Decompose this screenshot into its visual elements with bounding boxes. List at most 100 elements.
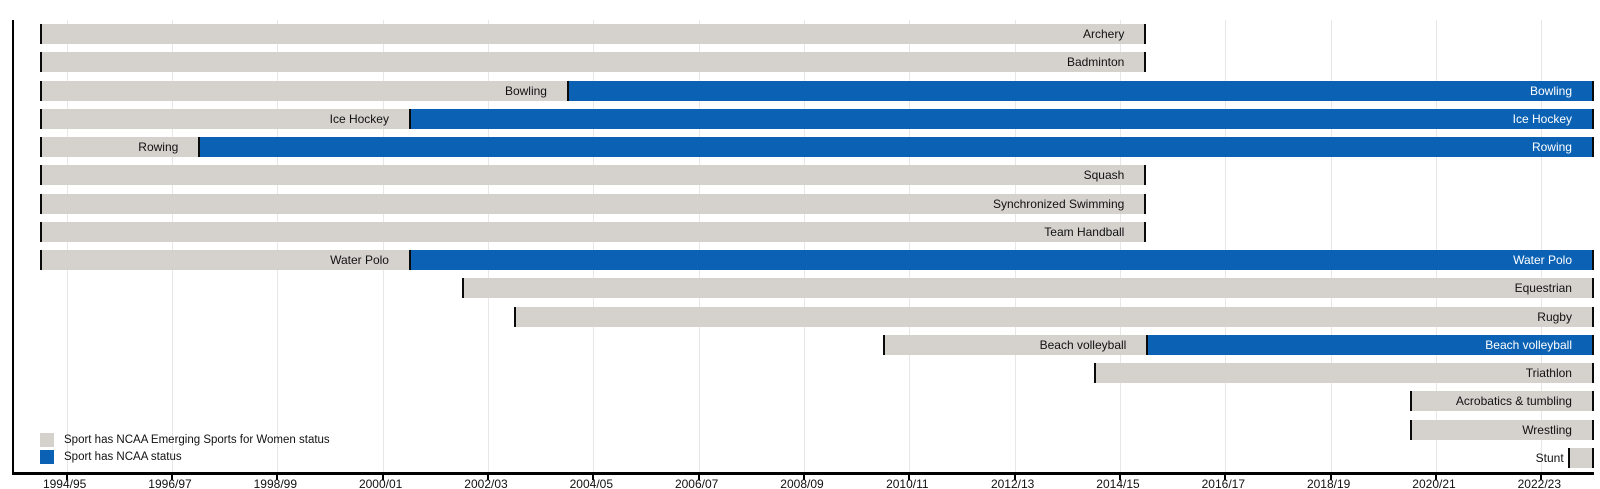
bar-water-polo-esw: Water Polo bbox=[40, 250, 409, 271]
tick-mark-2018-19 bbox=[1329, 475, 1332, 480]
axis-tick-label-2006-07: 2006/07 bbox=[674, 477, 719, 489]
tick-mark-2012-13 bbox=[1013, 475, 1016, 480]
bar-archery-esw: Archery bbox=[40, 24, 1147, 45]
timeline-row-water-polo: Water Polo Water Polo bbox=[14, 246, 1594, 274]
timeline-row-wrestling: Wrestling bbox=[14, 416, 1594, 444]
bar-label-triathlon-esw: Triathlon bbox=[1525, 366, 1572, 381]
axis-tick-label-2010-11: 2010/11 bbox=[886, 477, 929, 489]
timeline-rows: Archery Badminton Bowling Bowling Ice Hockey… bbox=[14, 20, 1594, 472]
gridline-2002-03 bbox=[488, 20, 489, 472]
bar-team-handball-esw: Team Handball bbox=[40, 221, 1147, 242]
bar-label-rowing-ncaa: Rowing bbox=[1531, 140, 1572, 155]
bar-badminton-esw: Badminton bbox=[40, 52, 1147, 73]
timeline-row-squash: Squash bbox=[14, 161, 1594, 189]
timeline-row-bowling: Bowling Bowling bbox=[14, 77, 1594, 105]
legend-swatch-ncaa bbox=[40, 450, 54, 464]
tick-mark-1996-97 bbox=[171, 475, 173, 480]
bar-label-badminton-esw: Badminton bbox=[1066, 55, 1125, 70]
gridline-1994-95 bbox=[66, 20, 68, 472]
bar-label-ice-hockey-ncaa: Ice Hockey bbox=[1512, 111, 1572, 126]
bar-acrobatics-tumbling-esw: Acrobatics & tumbling bbox=[1409, 391, 1594, 412]
tick-mark-1994-95 bbox=[65, 475, 68, 480]
timeline-row-ice-hockey: Ice Hockey Ice Hockey bbox=[14, 105, 1594, 133]
x-axis-labels: 1994/95 1996/97 1998/99 2000/01 2002/03 2004/… bbox=[12, 477, 1592, 489]
axis-tick-label-2000-01: 2000/01 bbox=[358, 477, 403, 489]
axis-tick-label-2020-21: 2020/21 bbox=[1412, 477, 1456, 489]
gridline-2020-21 bbox=[1436, 20, 1437, 472]
plot-area: Archery Badminton Bowling Bowling Ice Hockey… bbox=[12, 20, 1594, 480]
timeline-row-rowing: Rowing Rowing bbox=[14, 133, 1594, 161]
bar-label-acrobatics-tumbling-esw: Acrobatics & tumbling bbox=[1455, 394, 1572, 409]
timeline-row-team-handball: Team Handball bbox=[14, 218, 1594, 246]
tick-mark-2022-23 bbox=[1540, 475, 1543, 480]
gridline-1998-99 bbox=[277, 20, 279, 472]
bar-label-rugby-esw: Rugby bbox=[1537, 309, 1572, 324]
timeline-row-rugby: Rugby bbox=[14, 303, 1594, 331]
bar-rowing-ncaa: Rowing bbox=[198, 137, 1594, 158]
bar-water-polo-ncaa: Water Polo bbox=[409, 250, 1594, 271]
tick-mark-2006-07 bbox=[697, 475, 700, 480]
axis-tick-label-1996-97: 1996/97 bbox=[148, 477, 192, 489]
tick-mark-2000-01 bbox=[381, 475, 384, 480]
bar-label-water-polo-ncaa: Water Polo bbox=[1513, 253, 1572, 268]
bar-label-bowling-esw: Bowling bbox=[504, 83, 547, 98]
gridline-2008-09 bbox=[804, 20, 805, 472]
bar-ice-hockey-ncaa: Ice Hockey bbox=[409, 108, 1594, 129]
bar-label-squash-esw: Squash bbox=[1083, 168, 1125, 183]
tick-mark-2016-17 bbox=[1224, 475, 1227, 480]
axis-tick-label-2022-23: 2022/23 bbox=[1517, 477, 1562, 489]
bar-bowling-ncaa: Bowling bbox=[567, 80, 1594, 101]
bar-beach-volleyball-esw: Beach volleyball bbox=[883, 334, 1147, 355]
legend-item-ncaa: Sport has NCAA status bbox=[40, 450, 330, 464]
axis-tick-label-2018-19: 2018/19 bbox=[1306, 477, 1351, 489]
timeline-row-badminton: Badminton bbox=[14, 48, 1594, 76]
bar-bowling-esw: Bowling bbox=[40, 80, 567, 101]
bar-rugby-esw: Rugby bbox=[514, 306, 1594, 327]
bar-label-water-polo-esw: Water Polo bbox=[330, 253, 389, 268]
tick-mark-2008-09 bbox=[803, 475, 805, 480]
legend-label-esw: Sport has NCAA Emerging Sports for Women… bbox=[64, 434, 330, 446]
gridline-2022-23 bbox=[1541, 20, 1543, 472]
bar-label-stunt-outside: Stunt bbox=[1535, 450, 1564, 465]
bar-label-ice-hockey-esw: Ice Hockey bbox=[329, 111, 389, 126]
bar-wrestling-esw: Wrestling bbox=[1409, 419, 1594, 440]
legend-swatch-esw bbox=[40, 433, 54, 447]
axis-tick-label-2002-03: 2002/03 bbox=[464, 477, 508, 489]
legend: Sport has NCAA Emerging Sports for Women… bbox=[40, 433, 330, 464]
legend-item-esw: Sport has NCAA Emerging Sports for Women… bbox=[40, 433, 330, 447]
bar-triathlon-esw: Triathlon bbox=[1093, 363, 1594, 384]
bar-label-beach-volleyball-ncaa: Beach volleyball bbox=[1485, 337, 1572, 352]
gridline-2010-11 bbox=[909, 20, 911, 472]
axis-tick-label-1994-95: 1994/95 bbox=[42, 477, 87, 489]
bar-squash-esw: Squash bbox=[40, 165, 1147, 186]
bar-label-beach-volleyball-esw: Beach volleyball bbox=[1039, 337, 1127, 352]
timeline-row-equestrian: Equestrian bbox=[14, 274, 1594, 302]
gridline-2004-05 bbox=[593, 20, 595, 472]
tick-mark-2010-11 bbox=[908, 475, 911, 480]
legend-label-ncaa: Sport has NCAA status bbox=[64, 451, 182, 463]
gridline-1996-97 bbox=[172, 20, 173, 472]
bar-label-equestrian-esw: Equestrian bbox=[1514, 281, 1572, 296]
tick-mark-2014-15 bbox=[1119, 475, 1121, 480]
timeline-row-synchronized-swimming: Synchronized Swimming bbox=[14, 190, 1594, 218]
bar-label-team-handball-esw: Team Handball bbox=[1044, 224, 1125, 239]
axis-tick-label-2008-09: 2008/09 bbox=[780, 477, 824, 489]
gridline-2012-13 bbox=[1014, 20, 1016, 472]
tick-mark-2020-21 bbox=[1435, 475, 1437, 480]
gridline-2000-01 bbox=[382, 20, 384, 472]
bar-synchronized-swimming-esw: Synchronized Swimming bbox=[40, 193, 1147, 214]
bar-label-wrestling-esw: Wrestling bbox=[1522, 422, 1572, 437]
bar-label-bowling-ncaa: Bowling bbox=[1529, 83, 1572, 98]
bar-label-synchronized-swimming-esw: Synchronized Swimming bbox=[992, 196, 1125, 211]
tick-mark-2004-05 bbox=[592, 475, 595, 480]
axis-tick-label-1998-99: 1998/99 bbox=[253, 477, 298, 489]
bar-rowing-esw: Rowing bbox=[40, 137, 199, 158]
axis-tick-label-2012-13: 2012/13 bbox=[990, 477, 1035, 489]
gridline-2006-07 bbox=[698, 20, 700, 472]
bar-label-archery-esw: Archery bbox=[1082, 27, 1125, 42]
gridline-2014-15 bbox=[1120, 20, 1121, 472]
axis-tick-label-2016-17: 2016/17 bbox=[1201, 477, 1246, 489]
bar-equestrian-esw: Equestrian bbox=[461, 278, 1594, 299]
bar-stunt-esw bbox=[1567, 447, 1594, 468]
